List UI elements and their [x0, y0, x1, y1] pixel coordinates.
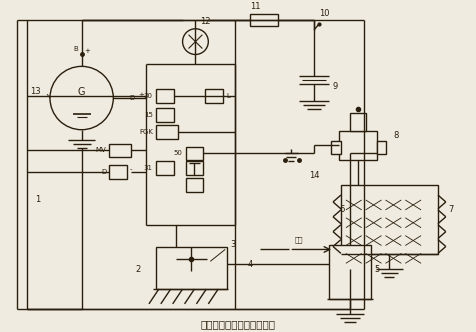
Text: 14: 14 — [308, 171, 319, 180]
Text: 50: 50 — [173, 150, 182, 156]
Text: 3: 3 — [229, 240, 235, 249]
Text: 1: 1 — [35, 196, 40, 205]
Text: L: L — [226, 93, 229, 99]
Bar — [349, 113, 365, 131]
Text: 11: 11 — [249, 2, 260, 12]
Text: 13: 13 — [30, 87, 40, 96]
Bar — [185, 146, 203, 160]
Text: FGK: FGK — [139, 129, 153, 135]
Text: 4: 4 — [248, 260, 253, 269]
Bar — [376, 140, 386, 154]
Text: MV: MV — [95, 147, 106, 153]
Text: G: G — [78, 87, 85, 97]
Text: 30: 30 — [144, 93, 153, 99]
Text: 5: 5 — [374, 265, 379, 274]
Text: 7: 7 — [447, 206, 452, 214]
Bar — [328, 244, 370, 299]
Text: 8: 8 — [393, 131, 398, 140]
Bar — [185, 178, 203, 192]
Text: 6: 6 — [338, 206, 344, 214]
Text: 2: 2 — [136, 265, 141, 274]
Text: D: D — [101, 169, 106, 175]
Text: 燃局: 燃局 — [295, 236, 303, 243]
Bar — [156, 89, 173, 103]
Bar — [338, 131, 376, 160]
Circle shape — [50, 66, 113, 130]
Bar — [340, 185, 437, 254]
Bar — [109, 165, 127, 179]
Bar — [249, 14, 277, 26]
Bar — [330, 140, 340, 154]
Text: 31: 31 — [144, 165, 153, 171]
Bar — [156, 108, 173, 122]
Bar — [185, 161, 203, 175]
Bar — [109, 143, 131, 157]
Text: +: + — [84, 47, 90, 53]
Text: 15: 15 — [144, 112, 153, 118]
Text: 柴油发电机组火焰预热装置: 柴油发电机组火焰预热装置 — [200, 319, 275, 329]
Text: +: + — [138, 92, 144, 98]
Text: B: B — [73, 45, 78, 51]
Text: D: D — [129, 95, 134, 101]
Text: -: - — [130, 166, 132, 172]
Bar — [205, 89, 223, 103]
Text: 9: 9 — [331, 82, 337, 91]
Circle shape — [182, 29, 208, 54]
Bar — [156, 247, 227, 289]
Text: 12: 12 — [200, 17, 210, 26]
Bar — [156, 161, 173, 175]
Text: 10: 10 — [318, 9, 329, 18]
Bar — [156, 125, 177, 139]
